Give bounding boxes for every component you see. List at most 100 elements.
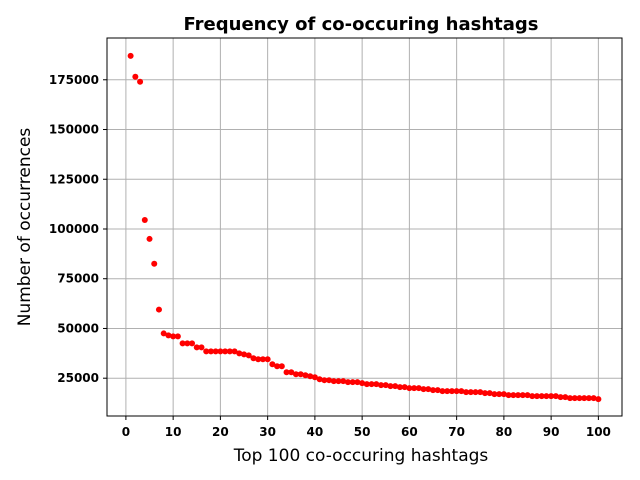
data-point xyxy=(226,348,233,355)
data-point xyxy=(515,392,522,399)
data-point xyxy=(146,235,153,242)
data-point xyxy=(401,384,408,391)
data-point xyxy=(189,340,196,347)
data-point xyxy=(590,395,597,402)
data-point xyxy=(373,381,380,388)
data-point xyxy=(481,390,488,397)
data-point xyxy=(330,378,337,385)
x-tick-label: 50 xyxy=(354,425,371,439)
data-point xyxy=(571,395,578,402)
x-tick-label: 0 xyxy=(122,425,130,439)
data-point xyxy=(174,333,181,340)
data-point xyxy=(316,376,323,383)
y-tick-label: 25000 xyxy=(57,371,99,385)
data-point xyxy=(519,392,526,399)
data-point xyxy=(241,351,248,358)
y-axis: 25000 50000 75000 100000 125000 150000 175000 xyxy=(49,73,107,385)
data-point xyxy=(349,379,356,386)
data-point xyxy=(222,348,229,355)
data-point xyxy=(207,348,214,355)
data-point xyxy=(420,386,427,393)
x-tick-label: 40 xyxy=(307,425,324,439)
data-point xyxy=(567,395,574,402)
data-point xyxy=(283,369,290,376)
y-tick-label: 150000 xyxy=(49,123,99,137)
data-point xyxy=(444,388,451,395)
data-point xyxy=(430,387,437,394)
data-point xyxy=(510,392,517,399)
y-tick-label: 50000 xyxy=(57,321,99,335)
data-point xyxy=(292,371,299,378)
data-point xyxy=(368,381,375,388)
x-tick-label: 10 xyxy=(165,425,182,439)
chart-title: Frequency of co-occuring hashtags xyxy=(184,14,539,35)
data-point xyxy=(250,355,257,362)
data-point xyxy=(529,393,536,400)
x-tick-label: 20 xyxy=(212,425,229,439)
x-tick-label: 70 xyxy=(448,425,465,439)
data-point xyxy=(434,387,441,394)
x-tick-label: 30 xyxy=(259,425,276,439)
data-point xyxy=(311,374,318,381)
data-point xyxy=(363,381,370,388)
data-point xyxy=(557,394,564,401)
plot-frame xyxy=(106,37,623,417)
data-point xyxy=(278,363,285,370)
data-point xyxy=(184,340,191,347)
y-tick-label: 125000 xyxy=(49,172,99,186)
data-point xyxy=(297,371,304,378)
y-tick-label: 100000 xyxy=(49,222,99,236)
data-point xyxy=(496,391,503,398)
data-point xyxy=(217,348,224,355)
data-point xyxy=(132,73,139,80)
y-axis-label: Number of occurrences xyxy=(15,128,35,327)
x-tick-label: 100 xyxy=(586,425,611,439)
data-point xyxy=(552,393,559,400)
data-point xyxy=(344,379,351,386)
x-tick-label: 60 xyxy=(401,425,418,439)
data-point xyxy=(155,306,162,313)
data-point xyxy=(585,395,592,402)
data-point xyxy=(255,356,262,363)
data-point xyxy=(378,382,385,389)
data-point xyxy=(354,379,361,386)
data-point xyxy=(467,389,474,396)
data-point xyxy=(538,393,545,400)
data-point xyxy=(165,332,172,339)
y-tick-label: 175000 xyxy=(49,73,99,87)
data-point xyxy=(212,348,219,355)
data-point xyxy=(581,395,588,402)
x-axis: 0 10 20 30 40 50 60 70 80 90 100 xyxy=(122,416,611,439)
data-point xyxy=(562,394,569,401)
data-point xyxy=(236,350,243,357)
data-point xyxy=(127,52,134,59)
data-point xyxy=(387,383,394,390)
data-point xyxy=(340,378,347,385)
data-point xyxy=(548,393,555,400)
data-point xyxy=(160,330,167,337)
data-point xyxy=(458,388,465,395)
x-axis-label: Top 100 co-occuring hashtags xyxy=(233,446,489,466)
data-point xyxy=(453,388,460,395)
data-point xyxy=(576,395,583,402)
data-point xyxy=(259,356,266,363)
x-tick-label: 80 xyxy=(496,425,513,439)
data-point xyxy=(524,392,531,399)
y-tick-label: 75000 xyxy=(57,272,99,286)
data-point xyxy=(425,386,432,393)
data-point xyxy=(245,352,252,359)
data-point xyxy=(288,369,295,376)
data-point xyxy=(396,384,403,391)
data-point xyxy=(170,333,177,340)
data-point xyxy=(505,392,512,399)
data-point xyxy=(486,390,493,397)
data-point xyxy=(231,348,238,355)
data-points xyxy=(127,52,602,403)
data-point xyxy=(151,260,158,267)
data-point xyxy=(264,356,271,363)
data-point xyxy=(491,391,498,398)
data-point xyxy=(477,389,484,396)
grid xyxy=(107,38,622,416)
data-point xyxy=(269,361,276,368)
